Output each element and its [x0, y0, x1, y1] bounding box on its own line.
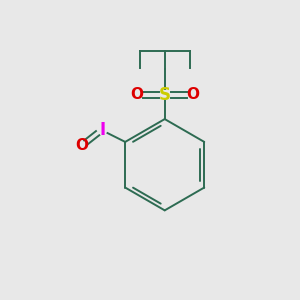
Text: O: O [75, 138, 88, 153]
Text: O: O [186, 87, 199, 102]
Text: O: O [130, 87, 143, 102]
Text: I: I [99, 121, 105, 139]
Text: S: S [159, 86, 171, 104]
